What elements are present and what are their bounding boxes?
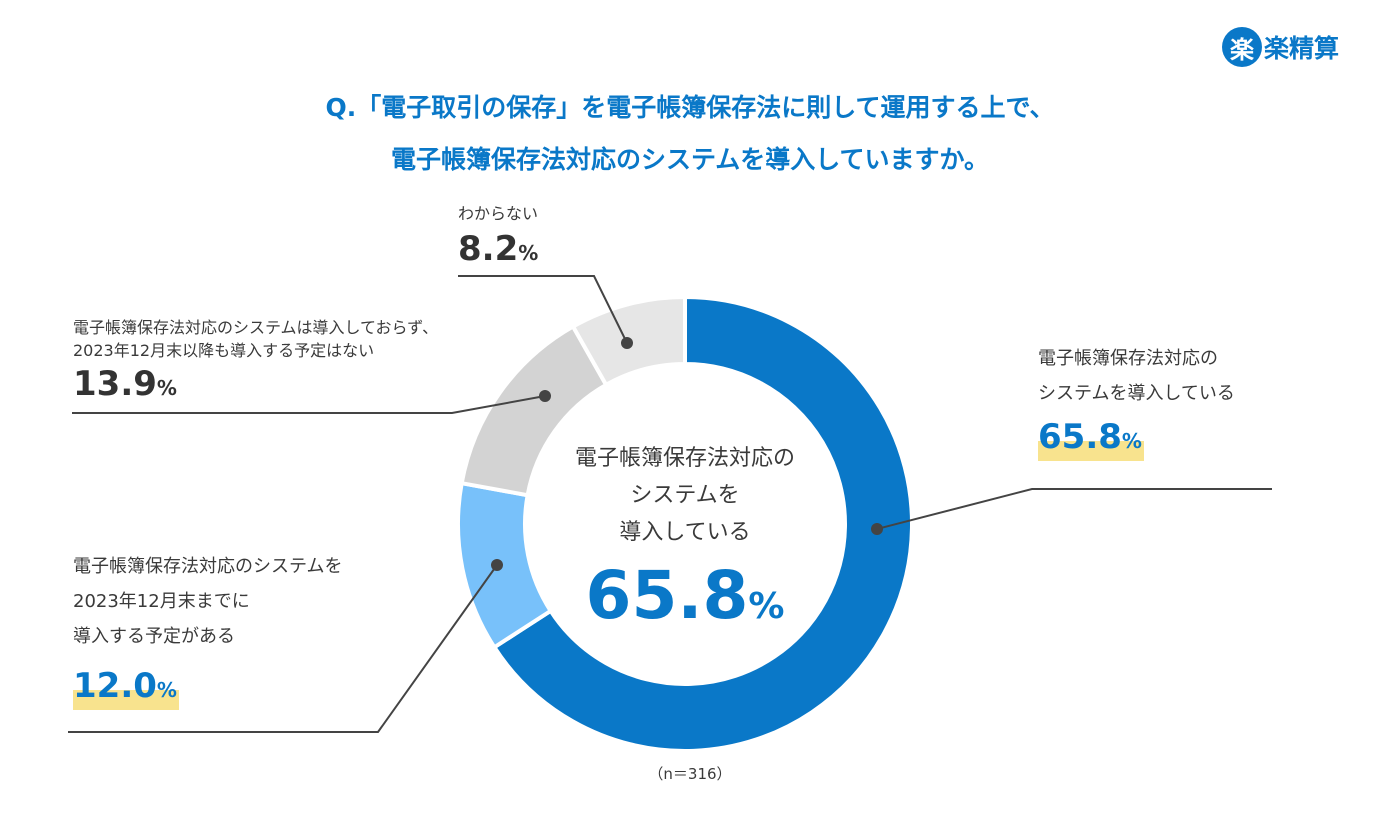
label-not-planned-value: 13.9% <box>73 364 177 408</box>
label-unknown: わからない 8.2% <box>458 202 538 273</box>
label-planned-line-3: 導入する予定がある <box>73 626 235 647</box>
label-not-planned-line-1: 電子帳簿保存法対応のシステムは導入しておらず、 <box>73 318 439 337</box>
dot-planned <box>491 559 503 571</box>
logo-text: 楽精算 <box>1264 34 1340 63</box>
center-label: 電子帳簿保存法対応の システムを 導入している <box>535 440 835 551</box>
dot-implemented <box>871 523 883 535</box>
chart-title-line-1: Q.「電子取引の保存」を電子帳簿保存法に則して運用する上で、 <box>325 93 1055 122</box>
value-number: 13.9 <box>73 364 157 404</box>
value-number: 8.2 <box>458 229 519 269</box>
label-planned-line-1: 電子帳簿保存法対応のシステムを <box>73 556 343 577</box>
center-label-line-3: 導入している <box>619 520 751 545</box>
center-value: 65.8% <box>535 558 835 645</box>
label-not-planned: 電子帳簿保存法対応のシステムは導入しておらず、 2023年12月末以降も導入する… <box>73 316 438 408</box>
logo-badge-icon: 楽 <box>1222 27 1262 67</box>
brand-logo: 楽 楽精算 <box>1222 27 1339 67</box>
value-unit: % <box>156 678 177 702</box>
center-value-unit: % <box>748 586 785 627</box>
label-not-planned-line-2: 2023年12月末以降も導入する予定はない <box>73 341 375 360</box>
label-planned-line-2: 2023年12月末までに <box>73 591 250 612</box>
center-value-number: 65.8 <box>585 557 749 634</box>
leader-dots <box>491 337 883 571</box>
label-implemented-value: 65.8% <box>1038 417 1144 461</box>
leader-line-unknown <box>458 275 628 344</box>
label-implemented-line-1: 電子帳簿保存法対応の <box>1038 348 1218 369</box>
label-unknown-line-1: わからない <box>458 204 539 223</box>
label-planned-value: 12.0% <box>73 666 179 710</box>
label-unknown-value: 8.2% <box>458 229 538 273</box>
center-label-line-1: 電子帳簿保存法対応の <box>574 446 795 471</box>
leader-lines <box>68 275 1272 733</box>
value-unit: % <box>1121 429 1142 453</box>
segment-implemented <box>491 294 914 753</box>
center-label-line-2: システムを <box>630 483 740 508</box>
sample-size: （n＝316） <box>648 765 732 783</box>
leader-line-implemented <box>876 488 1272 530</box>
value-number: 65.8 <box>1038 417 1122 457</box>
dot-unknown <box>621 337 633 349</box>
value-unit: % <box>156 376 177 400</box>
label-implemented: 電子帳簿保存法対応の システムを導入している 65.8% <box>1038 345 1235 461</box>
dot-not-planned <box>539 390 551 402</box>
leader-line-not-planned <box>72 395 546 414</box>
chart-title-line-2: 電子帳簿保存法対応のシステムを導入していますか。 <box>390 145 989 174</box>
label-implemented-line-2: システムを導入している <box>1038 383 1235 404</box>
value-unit: % <box>518 241 539 265</box>
label-planned: 電子帳簿保存法対応のシステムを 2023年12月末までに 導入する予定がある 1… <box>73 553 342 710</box>
leader-line-planned <box>68 564 498 733</box>
value-number: 12.0 <box>73 666 157 706</box>
